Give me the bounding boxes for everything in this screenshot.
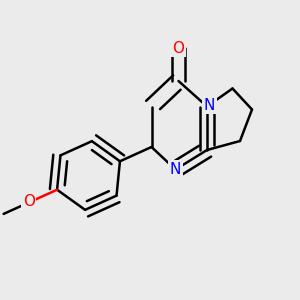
- Text: O: O: [172, 41, 184, 56]
- Text: N: N: [204, 98, 215, 113]
- Text: N: N: [170, 162, 181, 177]
- Text: O: O: [23, 194, 35, 209]
